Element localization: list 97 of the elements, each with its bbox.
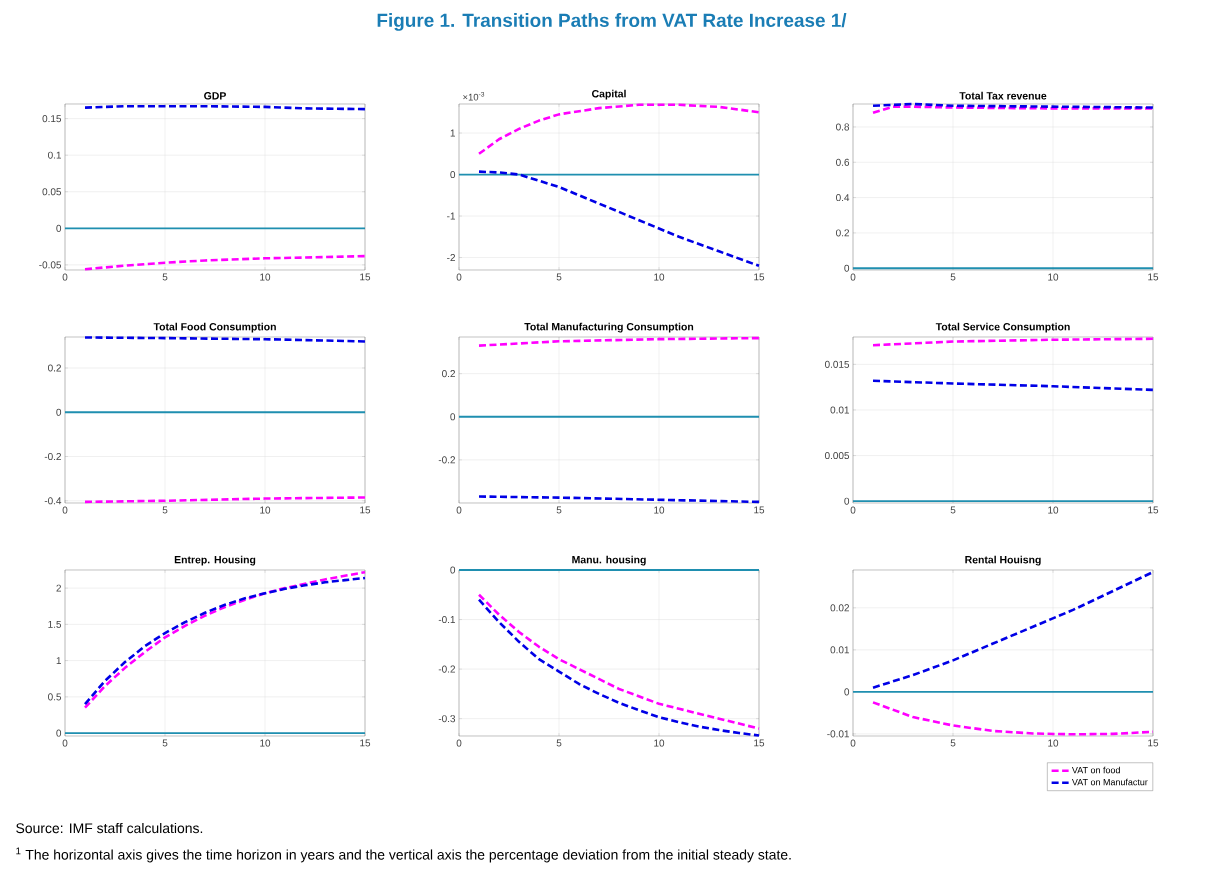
y-tick-label: 1 (56, 657, 61, 665)
x-tick-label: 15 (360, 273, 371, 281)
x-tick-label: 0 (456, 506, 462, 514)
x-tick-label: 0 (850, 506, 856, 514)
x-tick-label: 10 (260, 739, 271, 747)
line-series (871, 105, 1155, 115)
x-tick-label: 5 (556, 273, 562, 281)
chart-title: Capital (591, 89, 626, 100)
text: $^{1}$ The horizontal axis gives the time horizon in years and the vertical axis the percentage deviation from the initial steady state. (16, 847, 791, 863)
y-tick-label: 0.5 (48, 693, 62, 701)
x-tick-label: 5 (950, 506, 956, 514)
y-tick-label: -0.05 (39, 261, 62, 269)
x-tick-label: 5 (950, 739, 956, 747)
y-tick-label: -0.01 (827, 730, 850, 738)
y-tick-label: 0.2 (836, 229, 849, 237)
y-tick-label: 0 (844, 688, 850, 696)
y-tick-label: -0.2 (438, 456, 455, 464)
x-tick-label: 10 (260, 506, 271, 514)
y-tick-label: 0 (450, 566, 456, 574)
y-tick-label: 0.2 (48, 364, 61, 372)
x-tick-label: 10 (654, 273, 665, 281)
line-series (871, 701, 1155, 736)
x-tick-label: 0 (850, 739, 856, 747)
line-series (83, 254, 367, 271)
x-tick-label: 10 (260, 273, 271, 281)
x-tick-label: 0 (456, 739, 462, 747)
chart-title: Total Tax revenue (959, 91, 1047, 100)
line-series (871, 337, 1155, 347)
x-tick-label: 5 (162, 739, 168, 747)
y-tick-label: -0.2 (44, 452, 61, 461)
chart-title: Total Food Consumption (153, 322, 276, 333)
x-tick-label: 5 (950, 273, 956, 281)
text: ×10$^{-3}$ (463, 91, 485, 101)
y-tick-label: 0.01 (830, 646, 850, 654)
y-tick-label: -1 (447, 212, 456, 220)
y-tick-label: 0.8 (836, 123, 850, 131)
chart-title: Rental Houisng (965, 555, 1041, 566)
x-tick-label: 10 (1048, 273, 1059, 281)
x-tick-label: 15 (360, 506, 371, 514)
y-tick-label: 0 (56, 729, 62, 737)
y-tick-label: 0.1 (48, 151, 61, 159)
x-tick-label: 10 (654, 739, 665, 747)
text: Figure 1. Transition Paths from VAT Rate Increase 1/ (377, 13, 847, 31)
y-tick-label: 1 (450, 129, 456, 137)
x-tick-label: 0 (62, 739, 68, 747)
y-tick-label: 1.5 (48, 620, 62, 628)
x-tick-label: 15 (754, 739, 765, 747)
chart-title: Total Manufacturing Consumption (524, 322, 694, 333)
source-note: Source: IMF staff calculations. (16, 822, 203, 834)
y-tick-label: 0 (450, 171, 456, 179)
y-tick-label: -0.3 (438, 715, 456, 723)
x-tick-label: 10 (1048, 506, 1059, 514)
y-tick-label: 0.005 (824, 452, 850, 460)
y-tick-label: 0 (844, 497, 850, 505)
y-tick-label: 0.15 (42, 115, 62, 123)
x-tick-label: 5 (556, 506, 562, 514)
x-tick-label: 15 (1148, 739, 1159, 747)
line-series (477, 170, 761, 268)
line-series (871, 379, 1155, 392)
y-tick-label: 0.01 (830, 406, 850, 414)
chart-title: GDP (204, 92, 226, 100)
x-tick-label: 15 (1148, 273, 1159, 281)
line-series (477, 103, 761, 156)
y-tick-label: -2 (447, 254, 455, 262)
x-tick-label: 5 (162, 506, 168, 514)
y-tick-label: 0 (56, 224, 62, 232)
y-tick-label: 0 (56, 408, 62, 416)
chart-title: Manu. housing (572, 555, 646, 566)
y-tick-label: 0.05 (42, 188, 62, 196)
x-tick-label: 5 (556, 739, 562, 747)
y-tick-label: -0.1 (438, 616, 456, 624)
x-tick-label: 0 (850, 273, 856, 281)
x-tick-label: 0 (456, 273, 462, 281)
x-tick-label: 0 (62, 273, 68, 281)
x-tick-label: 15 (1148, 506, 1159, 514)
x-tick-label: 15 (754, 273, 765, 281)
x-tick-label: 10 (654, 506, 665, 514)
y-tick-label: 0.2 (442, 370, 455, 378)
y-tick-label: 0.6 (836, 158, 850, 166)
y-tick-label: 0.4 (836, 194, 850, 202)
legend-label: VAT on Manufactur (1071, 778, 1148, 786)
x-tick-label: 15 (754, 506, 765, 514)
x-tick-label: 15 (360, 739, 371, 747)
y-tick-label: 0 (844, 264, 850, 272)
chart-title: Total Service Consumption (935, 322, 1070, 333)
x-tick-label: 5 (162, 273, 168, 281)
y-tick-label: 0 (450, 413, 456, 421)
x-tick-label: 10 (1048, 739, 1059, 747)
y-tick-label: -0.4 (44, 497, 62, 505)
legend-label: VAT on food (1071, 766, 1120, 774)
y-tick-label: 0.02 (830, 604, 849, 612)
x-tick-label: 0 (62, 506, 68, 514)
y-tick-label: 2 (56, 584, 61, 592)
y-tick-label: 0.015 (824, 360, 850, 368)
y-tick-label: -0.2 (438, 665, 455, 673)
chart-title: Entrep. Housing (174, 555, 256, 566)
line-series (477, 336, 761, 347)
